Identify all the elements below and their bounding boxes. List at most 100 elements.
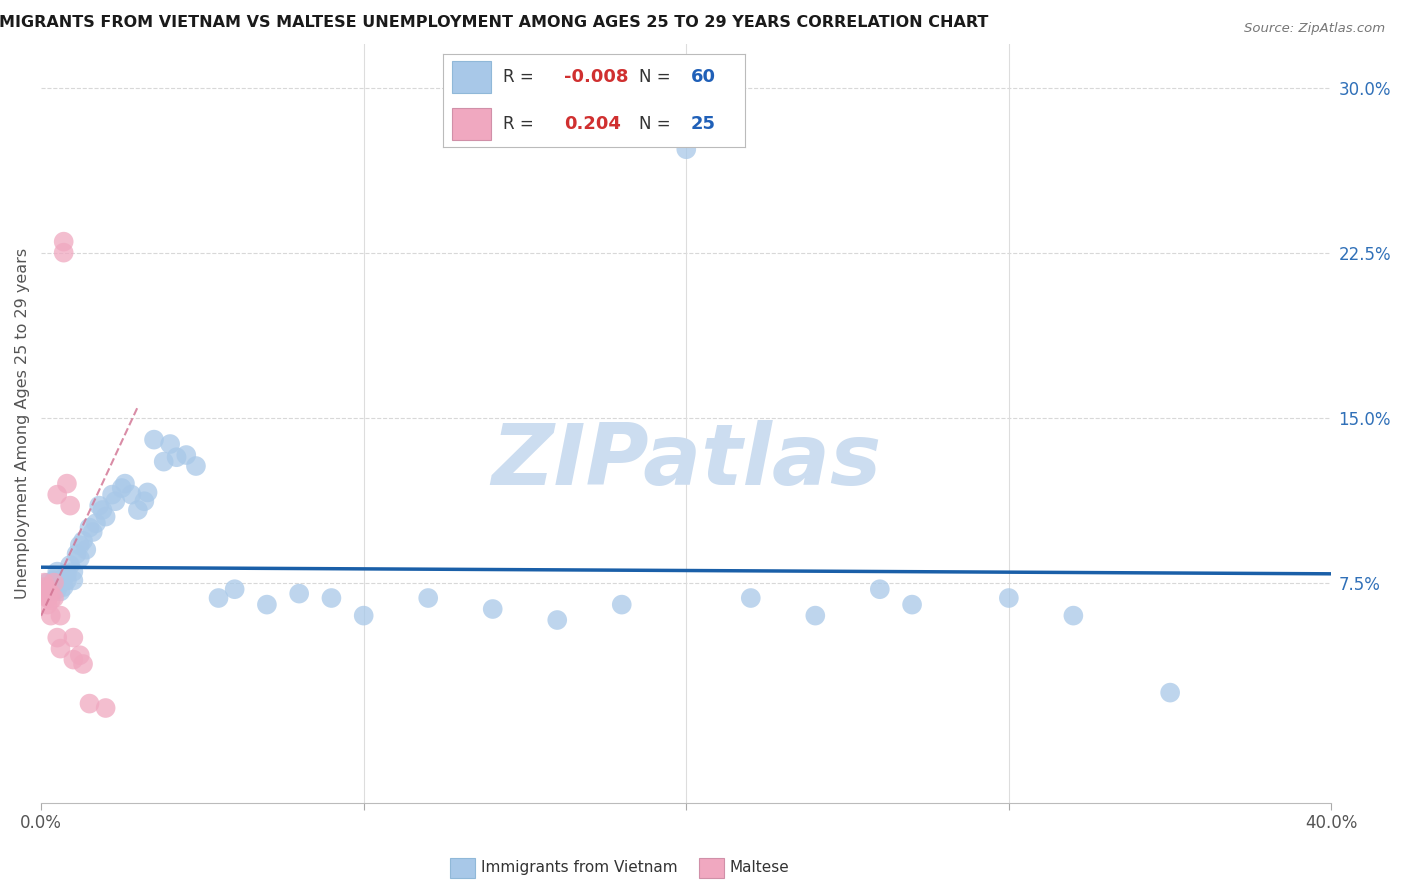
Point	[481, 602, 503, 616]
Point	[69, 538, 91, 552]
Point	[353, 608, 375, 623]
Point	[82, 524, 104, 539]
Point	[1062, 608, 1084, 623]
Point	[62, 631, 84, 645]
Point	[37, 582, 59, 597]
Point	[69, 648, 91, 663]
Point	[65, 547, 87, 561]
Point	[39, 586, 62, 600]
Point	[152, 455, 174, 469]
Point	[39, 584, 62, 599]
Point	[72, 657, 94, 671]
FancyBboxPatch shape	[451, 108, 491, 140]
Point	[184, 458, 207, 473]
Point	[120, 488, 142, 502]
Point	[104, 494, 127, 508]
Text: R =: R =	[503, 115, 544, 133]
Point	[166, 450, 188, 465]
Text: N =: N =	[640, 115, 676, 133]
Point	[546, 613, 568, 627]
Point	[46, 582, 69, 597]
Point	[94, 509, 117, 524]
Text: -0.008: -0.008	[564, 68, 628, 86]
Point	[288, 586, 311, 600]
Point	[143, 433, 166, 447]
Text: IMMIGRANTS FROM VIETNAM VS MALTESE UNEMPLOYMENT AMONG AGES 25 TO 29 YEARS CORREL: IMMIGRANTS FROM VIETNAM VS MALTESE UNEMP…	[0, 15, 988, 30]
Point	[42, 574, 65, 588]
Point	[321, 591, 343, 605]
Point	[56, 574, 79, 588]
Point	[869, 582, 891, 597]
Point	[111, 481, 134, 495]
Point	[34, 580, 56, 594]
Point	[49, 641, 72, 656]
Text: R =: R =	[503, 68, 540, 86]
Point	[42, 578, 65, 592]
Point	[75, 542, 97, 557]
Point	[37, 591, 59, 605]
Text: 25: 25	[690, 115, 716, 133]
Point	[39, 580, 62, 594]
Point	[37, 586, 59, 600]
Point	[224, 582, 246, 597]
Point	[174, 448, 197, 462]
Point	[134, 494, 156, 508]
Point	[62, 574, 84, 588]
Point	[94, 701, 117, 715]
Point	[998, 591, 1021, 605]
Point	[59, 499, 82, 513]
Point	[69, 551, 91, 566]
Point	[84, 516, 107, 531]
Point	[127, 503, 149, 517]
Point	[1159, 685, 1181, 699]
Point	[207, 591, 229, 605]
Point	[42, 591, 65, 605]
Point	[37, 598, 59, 612]
Point	[91, 503, 114, 517]
Point	[52, 245, 75, 260]
Point	[49, 584, 72, 599]
Text: Maltese: Maltese	[730, 861, 789, 875]
Point	[136, 485, 159, 500]
Point	[62, 565, 84, 579]
Text: N =: N =	[640, 68, 676, 86]
Point	[39, 593, 62, 607]
Point	[72, 533, 94, 548]
Point	[46, 565, 69, 579]
Point	[46, 488, 69, 502]
Point	[89, 499, 111, 513]
Point	[79, 521, 101, 535]
Point	[42, 575, 65, 590]
Point	[34, 575, 56, 590]
Point	[79, 697, 101, 711]
Point	[804, 608, 827, 623]
Point	[159, 437, 181, 451]
Point	[56, 476, 79, 491]
Y-axis label: Unemployment Among Ages 25 to 29 years: Unemployment Among Ages 25 to 29 years	[15, 248, 30, 599]
Point	[52, 571, 75, 585]
Point	[39, 608, 62, 623]
Point	[256, 598, 278, 612]
Point	[49, 608, 72, 623]
Point	[52, 580, 75, 594]
Point	[52, 235, 75, 249]
Point	[901, 598, 924, 612]
Point	[46, 569, 69, 583]
Point	[37, 575, 59, 590]
Text: Immigrants from Vietnam: Immigrants from Vietnam	[481, 861, 678, 875]
FancyBboxPatch shape	[451, 61, 491, 93]
Text: 60: 60	[690, 68, 716, 86]
Point	[59, 558, 82, 572]
Point	[46, 631, 69, 645]
Text: ZIPatlas: ZIPatlas	[491, 419, 882, 502]
Point	[610, 598, 633, 612]
Text: 0.204: 0.204	[564, 115, 620, 133]
Point	[56, 566, 79, 581]
Point	[101, 488, 124, 502]
Point	[740, 591, 762, 605]
Point	[49, 575, 72, 590]
Point	[62, 652, 84, 666]
Point	[418, 591, 440, 605]
Text: Source: ZipAtlas.com: Source: ZipAtlas.com	[1244, 22, 1385, 36]
Point	[114, 476, 136, 491]
